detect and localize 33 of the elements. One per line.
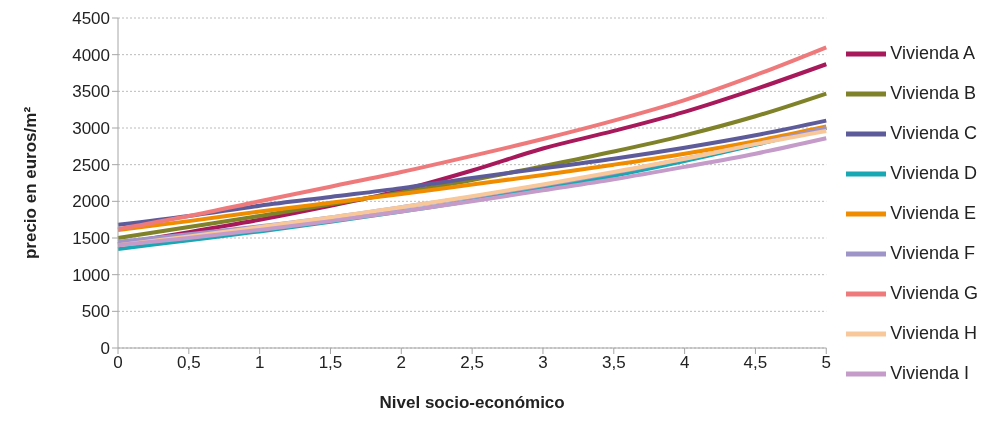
legend-label: Vivienda I [890, 362, 969, 383]
x-tick-label: 2,5 [460, 353, 484, 373]
legend-label: Vivienda E [890, 202, 976, 223]
y-tick-label: 4500 [72, 9, 110, 29]
y-tick-label: 0 [100, 339, 110, 359]
legend-label: Vivienda H [890, 322, 977, 343]
x-tick-label: 0,5 [177, 353, 201, 373]
x-axis-title: Nivel socio-económico [379, 393, 565, 412]
x-tick-label: 3,5 [601, 353, 626, 373]
legend-label: Vivienda B [890, 82, 976, 103]
x-tick-label: 4 [679, 353, 690, 373]
legend-label: Vivienda A [890, 42, 976, 63]
y-tick-label: 2000 [72, 192, 110, 212]
y-tick-label: 3000 [72, 119, 110, 139]
legend-label: Vivienda F [890, 242, 975, 263]
x-tick-label: 3 [538, 353, 548, 373]
x-tick-label: 2 [396, 353, 407, 373]
y-tick-label: 3500 [72, 82, 110, 102]
legend-label: Vivienda C [890, 122, 977, 143]
line-series [116, 45, 829, 232]
x-tick-label: 5 [821, 353, 831, 373]
legend-label: Vivienda D [890, 162, 977, 183]
y-tick-label: 1500 [72, 229, 110, 249]
x-tick-label: 1,5 [318, 353, 343, 373]
y-tick-label: 1000 [72, 265, 110, 285]
x-tick-label: 1 [254, 353, 265, 373]
y-tick-label: 500 [81, 302, 110, 322]
legend-label: Vivienda G [890, 282, 978, 303]
y-axis-title: precio en euros/m² [21, 106, 41, 260]
y-tick-label: 2500 [72, 155, 110, 175]
y-tick-label: 4000 [72, 45, 110, 65]
x-tick-label: 4,5 [743, 353, 768, 373]
x-tick-label: 0 [113, 353, 123, 373]
